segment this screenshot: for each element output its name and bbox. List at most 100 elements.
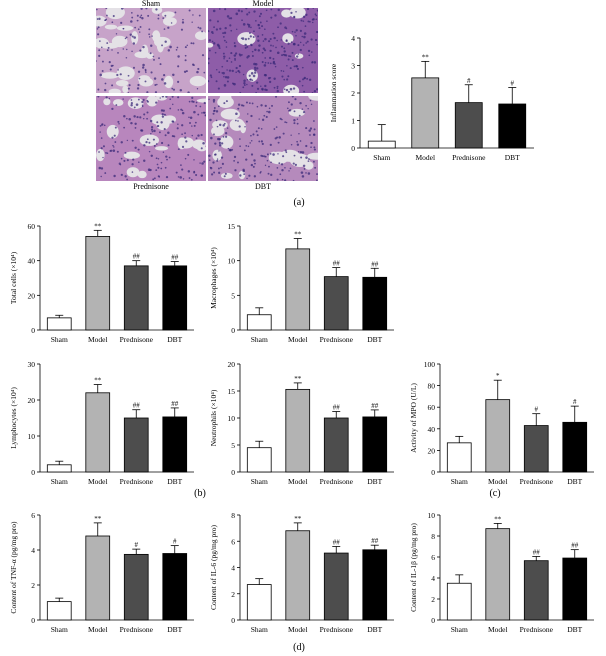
cell-nucleus — [200, 147, 203, 150]
cell-nucleus — [108, 97, 111, 100]
cell-nucleus — [263, 114, 266, 117]
cell-nucleus — [293, 65, 296, 68]
cell-nucleus — [295, 55, 299, 58]
cell-nucleus — [188, 9, 191, 12]
cell-nucleus — [287, 58, 290, 61]
alveolus — [106, 124, 119, 139]
cell-nucleus — [214, 153, 217, 156]
cell-nucleus — [259, 172, 262, 174]
cell-nucleus — [266, 159, 269, 162]
cell-nucleus — [215, 80, 218, 83]
category-label: Sham — [451, 477, 468, 486]
panel-label-b: (b) — [194, 488, 206, 499]
cell-nucleus — [172, 73, 175, 77]
cell-nucleus — [163, 113, 166, 116]
cell-nucleus — [96, 8, 98, 11]
cell-nucleus — [111, 107, 114, 111]
cell-nucleus — [150, 128, 154, 131]
cell-nucleus — [294, 98, 297, 101]
cell-nucleus — [127, 74, 130, 77]
y-tick-label: 40 — [28, 257, 36, 266]
tissue-background — [96, 8, 206, 93]
cell-nucleus — [244, 46, 247, 49]
bar-model — [485, 528, 511, 621]
bar-model — [485, 399, 511, 473]
cell-nucleus — [152, 138, 155, 141]
cell-nucleus — [177, 80, 180, 83]
cell-nucleus — [230, 29, 233, 32]
cell-nucleus — [147, 168, 151, 171]
cell-nucleus — [238, 125, 241, 128]
bar-model — [85, 235, 111, 331]
cell-nucleus — [160, 167, 163, 170]
cell-nucleus — [126, 139, 129, 142]
cell-nucleus — [211, 40, 214, 43]
cell-nucleus — [176, 46, 179, 49]
cell-nucleus — [240, 10, 243, 13]
cell-nucleus — [164, 166, 167, 169]
cell-nucleus — [226, 76, 230, 79]
cell-nucleus — [150, 154, 153, 158]
cell-nucleus — [120, 157, 123, 160]
cell-nucleus — [305, 42, 308, 44]
cell-nucleus — [147, 14, 150, 17]
cell-nucleus — [303, 77, 306, 80]
cell-nucleus — [156, 83, 158, 86]
cell-nucleus — [139, 26, 142, 28]
cell-nucleus — [269, 76, 272, 79]
cell-nucleus — [292, 162, 295, 165]
cell-nucleus — [264, 28, 266, 31]
cell-nucleus — [180, 108, 183, 111]
cell-nucleus — [233, 54, 237, 57]
cell-nucleus — [104, 172, 107, 174]
cell-nucleus — [269, 49, 272, 53]
cell-nucleus — [157, 124, 160, 127]
cell-nucleus — [263, 155, 266, 158]
cell-nucleus — [223, 84, 227, 87]
cell-nucleus — [153, 129, 156, 133]
cell-nucleus — [265, 9, 268, 12]
cell-nucleus — [217, 137, 220, 141]
cell-nucleus — [191, 100, 194, 103]
cell-nucleus — [302, 78, 305, 81]
cell-nucleus — [285, 121, 288, 124]
cell-nucleus — [184, 157, 187, 160]
cell-nucleus — [313, 148, 316, 151]
cell-nucleus — [159, 97, 161, 99]
alveolus — [269, 151, 279, 161]
cell-nucleus — [202, 141, 205, 145]
cell-nucleus — [231, 69, 234, 73]
cell-nucleus — [222, 71, 225, 75]
cell-nucleus — [271, 104, 274, 107]
cell-nucleus — [139, 116, 142, 119]
cell-nucleus — [296, 143, 300, 146]
cell-nucleus — [150, 126, 154, 129]
cell-nucleus — [212, 100, 215, 103]
cell-nucleus — [145, 8, 148, 10]
cell-nucleus — [247, 145, 250, 148]
cell-nucleus — [179, 89, 183, 92]
cell-nucleus — [256, 67, 259, 70]
cell-nucleus — [301, 35, 304, 38]
y-tick-label: 10 — [228, 414, 236, 423]
cell-nucleus — [213, 133, 215, 136]
cell-nucleus — [195, 173, 198, 177]
cell-nucleus — [109, 68, 112, 71]
micrograph-model — [208, 8, 318, 93]
cell-nucleus — [120, 173, 123, 176]
cell-nucleus — [157, 17, 160, 20]
cell-nucleus — [234, 52, 238, 55]
cell-nucleus — [233, 42, 236, 44]
cell-nucleus — [209, 74, 212, 77]
cell-nucleus — [301, 175, 305, 178]
cell-nucleus — [282, 132, 285, 135]
significance-mark: ## — [333, 539, 341, 547]
cell-nucleus — [289, 67, 292, 70]
cell-nucleus — [276, 167, 279, 169]
cell-nucleus — [237, 70, 239, 72]
category-label: Model — [488, 625, 508, 634]
cell-nucleus — [301, 108, 304, 110]
cell-nucleus — [169, 45, 172, 49]
y-tick-label: 0 — [351, 144, 355, 153]
cell-nucleus — [275, 46, 277, 49]
